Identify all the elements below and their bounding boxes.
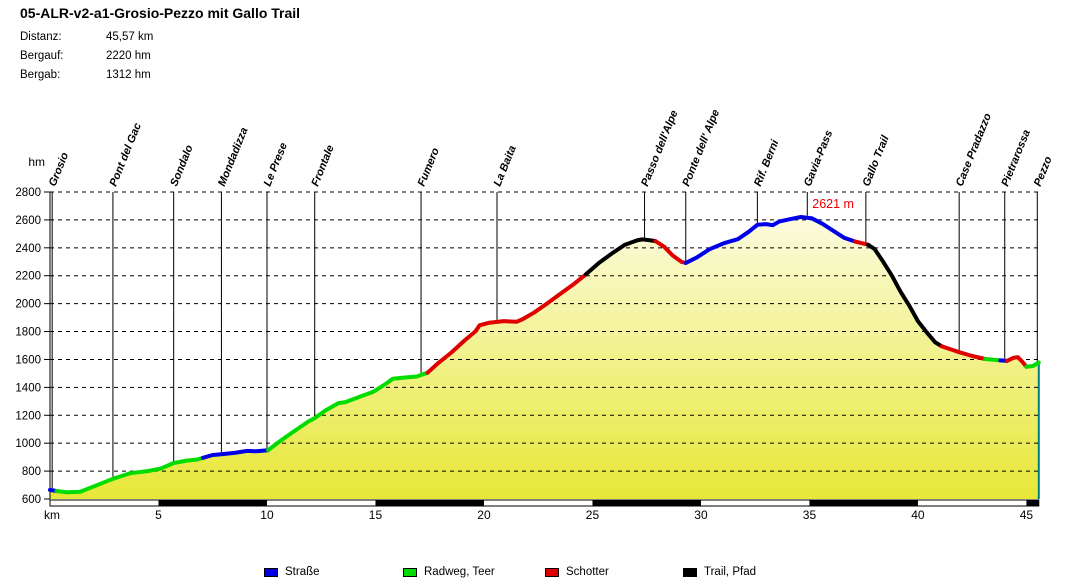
- cycleway-color-swatch: [403, 567, 417, 577]
- profile-segment: [983, 357, 1003, 363]
- elevation-chart: 600 800 1000 1200 1400 1600 1800 2000 2200 2400 26…: [15, 108, 1055, 522]
- waypoint-label: La Baita: [492, 144, 519, 188]
- x-tick-label: 10: [260, 508, 274, 522]
- y-tick-label: 2600: [15, 215, 41, 227]
- x-tick-label: 15: [369, 508, 383, 522]
- gravel-color-swatch: [545, 567, 559, 577]
- waypoint-label: Sondalo: [168, 143, 195, 188]
- legend-label-cycleway: Radweg, Teer: [424, 566, 495, 578]
- legend-item-gravel: Schotter: [545, 566, 609, 578]
- stat-distance-value: 45,57 km: [106, 31, 154, 43]
- profile-segment: [653, 239, 688, 265]
- road-color-swatch: [264, 567, 278, 577]
- trail-color-swatch: [683, 567, 697, 577]
- legend-label-road: Straße: [285, 566, 320, 578]
- x-tick-label: 25: [586, 508, 600, 522]
- waypoint-label: Pezzo: [1032, 154, 1055, 188]
- y-gridlines: 600 800 1000 1200 1400 1600 1800 2000 2200 2400 26…: [15, 155, 1039, 522]
- waypoint-label: Passo dell'Alpe: [639, 109, 680, 188]
- y-tick-label: 1800: [15, 327, 41, 339]
- profile-segment: [1004, 355, 1029, 369]
- waypoint-label: Mondadizza: [216, 126, 250, 188]
- route-stats: Distanz: 45,57 km Bergauf: 2220 hm Berga…: [20, 31, 153, 88]
- y-tick-label: 2800: [15, 187, 41, 199]
- stat-ascent-value: 2220 hm: [106, 50, 151, 62]
- x-tick-label: 45: [1020, 508, 1034, 522]
- x-axis-unit-label: km: [44, 508, 60, 522]
- waypoint-label: Frontale: [309, 143, 336, 188]
- profile-segment: [939, 344, 988, 361]
- profile-segment: [1024, 360, 1041, 369]
- waypoint-label: Rif. Berni: [752, 137, 782, 188]
- waypoint-label: Pietrarossa: [999, 128, 1033, 188]
- waypoint-label: Fumero: [416, 146, 442, 188]
- profile-segment: [425, 272, 588, 375]
- elevation-profile: [48, 215, 1041, 495]
- y-tick-label: 1600: [15, 354, 41, 366]
- legend-label-trail: Trail, Pfad: [704, 566, 756, 578]
- profile-segment: [54, 455, 205, 495]
- legend-item-cycleway: Radweg, Teer: [403, 566, 495, 578]
- stat-descent-value: 1312 hm: [106, 69, 151, 81]
- waypoint-label: Ponte dell' Alpe: [680, 108, 722, 188]
- x-tick-label: 30: [694, 508, 708, 522]
- waypoint-label: Le Prese: [262, 141, 290, 188]
- y-tick-label: 2400: [15, 243, 41, 255]
- waypoint-label: Pont del Gac: [108, 121, 144, 188]
- y-tick-label: 2200: [15, 271, 41, 283]
- waypoint-label: Grosio: [47, 151, 72, 189]
- profile-segment: [853, 239, 870, 247]
- stat-distance-label: Distanz:: [20, 31, 62, 43]
- stat-distance: Distanz: 45,57 km: [20, 31, 153, 50]
- waypoint-label: Gallo Trail: [861, 133, 893, 188]
- elevation-area-fill: [50, 217, 1039, 499]
- distance-scalebar: 5 10 15 20 25 30 35 40 45: [49, 499, 1040, 522]
- y-tick-label: 1000: [15, 438, 41, 450]
- stat-descent-label: Bergab:: [20, 69, 61, 81]
- waypoint-label: Case Pradazzo: [954, 111, 994, 188]
- profile-segment: [683, 215, 857, 265]
- x-tick-label: 20: [477, 508, 491, 522]
- legend-item-trail: Trail, Pfad: [683, 566, 756, 578]
- y-tick-label: 1400: [15, 382, 41, 394]
- y-axis-unit-label: hm: [28, 155, 45, 169]
- waypoint-label: Gavia-Pass: [802, 129, 835, 189]
- stat-ascent-label: Bergauf:: [20, 50, 64, 62]
- x-tick-label: 5: [155, 508, 162, 522]
- x-tick-label: 40: [911, 508, 925, 522]
- y-tick-label: 2000: [15, 299, 41, 311]
- y-tick-label: 600: [22, 494, 41, 506]
- surface-legend: Straße Radweg, Teer Schotter Trail, Pfad: [0, 566, 1090, 584]
- y-tick-label: 1200: [15, 410, 41, 422]
- profile-segment: [584, 237, 658, 277]
- stat-descent: Bergab: 1312 hm: [20, 69, 153, 88]
- x-tick-label: 35: [803, 508, 817, 522]
- stat-ascent: Bergauf: 2220 hm: [20, 50, 153, 69]
- page-title: 05-ALR-v2-a1-Grosio-Pezzo mit Gallo Trai…: [20, 5, 301, 21]
- profile-segment: [866, 242, 944, 349]
- legend-item-road: Straße: [264, 566, 320, 578]
- profile-segment: [266, 370, 430, 453]
- peak-elevation-annotation: 2621 m: [812, 197, 854, 211]
- profile-segment: [201, 448, 271, 460]
- legend-label-gravel: Schotter: [566, 566, 609, 578]
- y-tick-label: 800: [22, 466, 41, 478]
